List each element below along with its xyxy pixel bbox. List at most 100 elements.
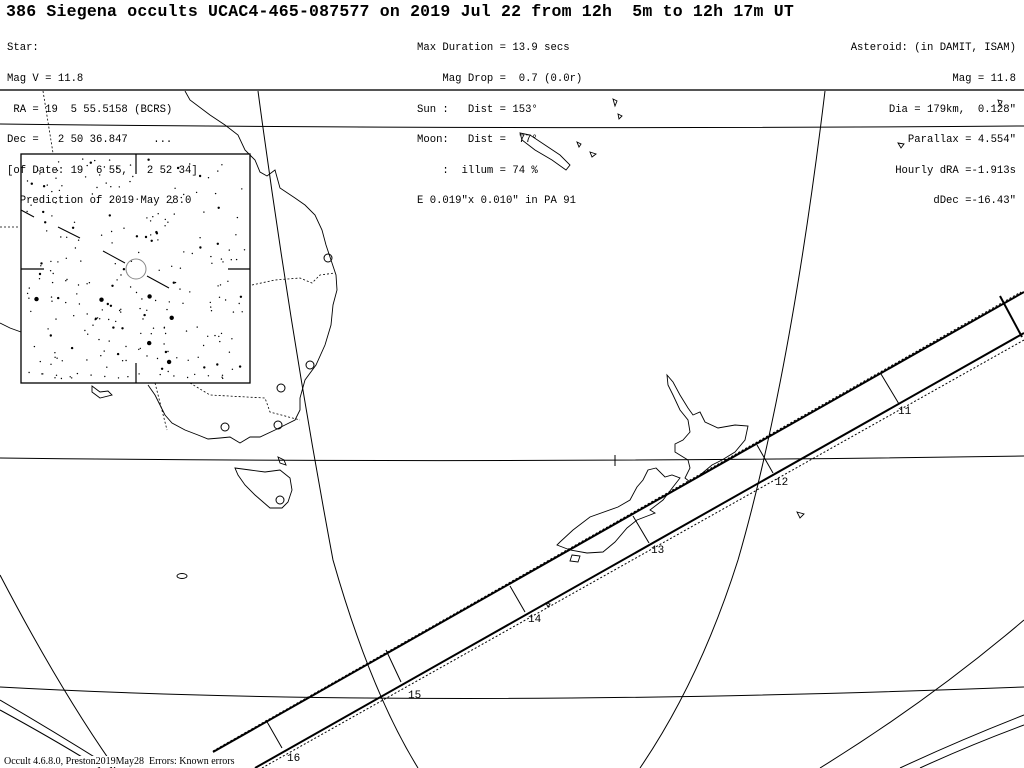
australia-coast <box>0 91 338 509</box>
field-star <box>207 375 210 377</box>
south-island <box>556 467 681 554</box>
asteroid-info: Asteroid: (in DAMIT, ISAM) Mag = 11.8 Di… <box>851 23 1016 217</box>
field-star <box>164 350 168 354</box>
field-star <box>164 225 166 227</box>
time-label: 16 <box>287 753 300 765</box>
field-star <box>169 315 174 320</box>
field-star <box>104 375 106 378</box>
field-star <box>103 166 106 168</box>
time-tick <box>880 373 900 405</box>
field-star <box>47 328 49 330</box>
asteroid-label: Asteroid: (in DAMIT, ISAM) <box>850 42 1016 55</box>
field-star <box>108 340 110 342</box>
star-chart-inset <box>20 153 251 384</box>
field-star <box>179 288 181 290</box>
field-star <box>203 366 206 369</box>
tasmania <box>234 467 293 509</box>
field-star <box>138 348 140 351</box>
field-star <box>129 164 132 166</box>
field-star <box>160 367 164 370</box>
field-star <box>230 259 232 261</box>
field-star <box>112 326 115 329</box>
field-star <box>176 357 178 359</box>
time-ticks: 11 12 13 14 15 16 <box>265 373 912 765</box>
time-tick <box>385 649 402 683</box>
field-star <box>167 370 169 373</box>
field-star <box>139 347 141 350</box>
field-star <box>202 344 205 347</box>
field-star <box>74 247 77 249</box>
field-star <box>28 297 30 299</box>
field-star <box>156 357 159 360</box>
path-south-limit <box>254 332 1024 768</box>
field-star <box>87 333 89 335</box>
field-star <box>216 242 219 245</box>
field-star <box>49 334 52 337</box>
time-tick <box>632 515 650 544</box>
new-zealand-coast <box>556 373 805 563</box>
time-label: 13 <box>651 545 664 557</box>
field-star <box>140 332 142 335</box>
moon-dist: Moon: Dist = 77° <box>417 134 538 147</box>
field-star <box>141 298 143 300</box>
field-star <box>171 265 173 267</box>
asteroid-hourly-dra: Hourly dRA =-1.913s <box>895 164 1016 177</box>
field-star <box>51 190 53 193</box>
field-star <box>219 284 222 286</box>
field-star <box>65 301 67 304</box>
star-of-date: [of Date: 19 6 55, 2 52 34] <box>7 164 198 177</box>
field-star <box>163 343 165 345</box>
field-star <box>86 164 88 167</box>
field-star <box>150 234 152 236</box>
field-star <box>99 297 104 302</box>
field-star <box>135 235 139 238</box>
target-star-circle <box>125 258 147 280</box>
field-star <box>183 251 185 253</box>
field-star <box>163 327 165 329</box>
field-star <box>92 324 94 326</box>
field-star <box>219 340 221 343</box>
limb-right-a <box>899 714 1024 768</box>
field-star <box>179 267 182 269</box>
field-star <box>220 332 223 335</box>
field-star <box>138 373 140 375</box>
field-star <box>86 359 88 361</box>
field-star <box>167 350 169 353</box>
field-star <box>106 302 110 306</box>
max-duration: Max Duration = 13.9 secs <box>417 42 570 55</box>
field-star <box>217 206 220 209</box>
field-star <box>217 170 219 172</box>
field-star <box>103 350 105 352</box>
field-star <box>50 260 52 263</box>
field-star <box>99 318 101 320</box>
field-star <box>66 278 68 281</box>
field-star <box>110 186 112 188</box>
field-star <box>176 166 180 170</box>
field-star <box>50 296 53 298</box>
field-star <box>224 299 227 301</box>
field-star <box>111 242 113 244</box>
field-star <box>40 265 42 267</box>
field-star <box>231 368 234 370</box>
field-star <box>52 272 54 275</box>
field-star <box>84 329 86 332</box>
field-star <box>182 302 184 304</box>
mag-drop: Mag Drop = 0.7 (0.0r) <box>417 73 583 85</box>
field-star <box>147 294 152 299</box>
latitude-line-mid <box>0 455 1024 462</box>
field-star <box>125 345 127 348</box>
field-star <box>56 357 58 359</box>
star-chart-frame <box>20 153 251 384</box>
field-star <box>100 355 102 357</box>
latitude-line-south <box>0 686 1024 699</box>
field-star <box>189 291 191 293</box>
field-star <box>146 309 148 311</box>
field-star <box>232 311 235 313</box>
field-star <box>214 334 216 337</box>
field-star <box>77 239 80 241</box>
field-star <box>46 230 48 232</box>
field-star <box>56 169 59 172</box>
field-star <box>30 204 32 206</box>
earth-limb-right <box>819 619 1024 768</box>
field-star <box>96 186 98 189</box>
